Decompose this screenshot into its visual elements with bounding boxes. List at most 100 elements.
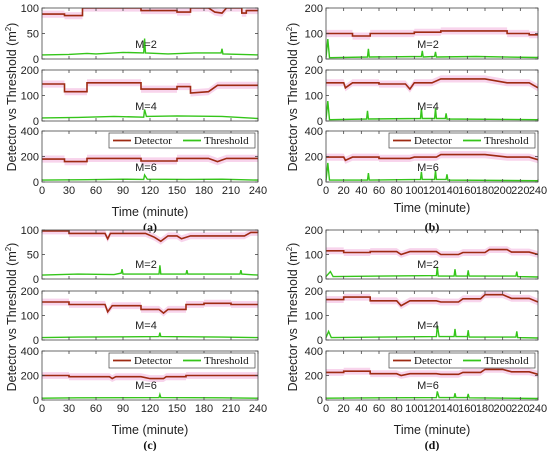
legend-detector-label: Detector [134, 135, 172, 147]
axes-box [325, 69, 539, 122]
legend-box [388, 352, 536, 369]
xtick-label: 60 [373, 403, 385, 415]
legend-detector-label: Detector [134, 355, 172, 367]
xtick-label: 180 [476, 403, 494, 415]
xtick-label: 90 [117, 403, 129, 415]
ytick-label: 200 [21, 65, 39, 77]
xtick-label: 240 [529, 185, 547, 197]
xtick-label: 200 [493, 403, 511, 415]
panel-label: M=2 [135, 259, 157, 271]
xtick-label: 20 [338, 185, 350, 197]
xtick-label: 140 [440, 403, 458, 415]
ytick-label: 200 [21, 152, 39, 164]
ytick-label: 100 [305, 29, 323, 41]
xtick-label: 160 [458, 185, 476, 197]
xtick-label: 120 [141, 185, 159, 197]
legend: Detector Threshold [388, 132, 536, 149]
subfigure-caption: (d) [425, 438, 440, 451]
detector-band [326, 27, 538, 40]
detector-line [326, 293, 538, 307]
xtick-label: 240 [529, 403, 547, 415]
panel-m2: 0 100 200 M=2 [305, 3, 539, 66]
panel-label: M=4 [417, 101, 439, 113]
ytick-label: 0 [317, 395, 323, 407]
legend-threshold-label: Threshold [484, 135, 529, 147]
xtick-label: 180 [195, 403, 213, 415]
subfigure-caption: (b) [425, 220, 440, 234]
threshold-line [326, 325, 538, 339]
xtick-label: 150 [168, 185, 186, 197]
ytick-label: 100 [21, 3, 39, 15]
ytick-label: 200 [21, 286, 39, 298]
panel-m6: 0 200 400 M=6 Detector Threshold 0 30 60 90 120 150… [21, 126, 268, 197]
xtick-label: 120 [423, 185, 441, 197]
ytick-label: 200 [305, 152, 323, 164]
panel-m4: 0 100 200 M=4 [305, 286, 539, 347]
ytick-label: 0 [33, 116, 39, 128]
legend-threshold-label: Threshold [484, 355, 529, 367]
detector-line [326, 78, 538, 91]
ytick-label: 0 [317, 335, 323, 347]
legend-detector-label: Detector [414, 355, 452, 367]
ytick-label: 400 [21, 346, 39, 358]
ytick-label: 0 [317, 274, 323, 286]
panel-m6: 0 200 400 M=6 Detector Threshold 0 30 60 90 120 150… [21, 346, 268, 415]
xtick-label: 220 [511, 185, 529, 197]
xtick-label: 160 [458, 403, 476, 415]
threshold-line [42, 38, 258, 56]
ytick-label: 0 [317, 116, 323, 128]
ytick-label: 200 [21, 371, 39, 383]
xtick-label: 220 [511, 403, 529, 415]
threshold-line [42, 332, 258, 339]
xtick-label: 0 [323, 185, 329, 197]
ytick-label: 200 [305, 225, 323, 237]
xtick-label: 80 [391, 185, 403, 197]
ytick-label: 100 [21, 311, 39, 323]
detector-line [42, 82, 258, 94]
legend: Detector Threshold [108, 352, 256, 369]
legend-threshold-label: Threshold [204, 355, 249, 367]
panel-label: M=2 [417, 39, 439, 51]
x-axis-label: Time (minute) [394, 423, 471, 437]
detector-line [42, 230, 258, 243]
detector-line [42, 157, 258, 163]
panel-label: M=6 [135, 162, 157, 174]
threshold-line [326, 162, 538, 182]
x-axis-label: Time (minute) [112, 205, 189, 219]
ytick-label: 0 [317, 177, 323, 189]
xtick-label: 0 [323, 403, 329, 415]
legend-box [388, 132, 536, 149]
threshold-line [42, 109, 258, 120]
xtick-label: 90 [117, 185, 129, 197]
xtick-label: 210 [222, 403, 240, 415]
detector-band [42, 372, 258, 382]
panel-label: M=4 [417, 320, 439, 332]
detector-band [42, 79, 258, 97]
xtick-label: 40 [355, 185, 367, 197]
ytick-label: 200 [305, 65, 323, 77]
ytick-label: 400 [305, 346, 323, 358]
detector-band [326, 75, 538, 93]
xtick-label: 60 [90, 185, 102, 197]
ytick-label: 0 [33, 54, 39, 66]
ytick-label: 200 [305, 3, 323, 15]
ytick-label: 50 [27, 250, 39, 262]
y-axis-label: Detector vs Threshold (m2) [4, 23, 19, 172]
panel-label: M=6 [417, 162, 439, 174]
panel-label: M=2 [417, 259, 439, 271]
threshold-line [42, 265, 258, 276]
detector-band [42, 8, 258, 20]
xtick-label: 0 [39, 185, 45, 197]
xtick-label: 240 [249, 185, 267, 197]
ytick-label: 0 [33, 335, 39, 347]
panel-label: M=4 [135, 320, 157, 332]
legend: Detector Threshold [108, 132, 256, 149]
legend: Detector Threshold [388, 352, 536, 369]
ytick-label: 0 [317, 54, 323, 66]
ytick-label: 400 [305, 126, 323, 138]
